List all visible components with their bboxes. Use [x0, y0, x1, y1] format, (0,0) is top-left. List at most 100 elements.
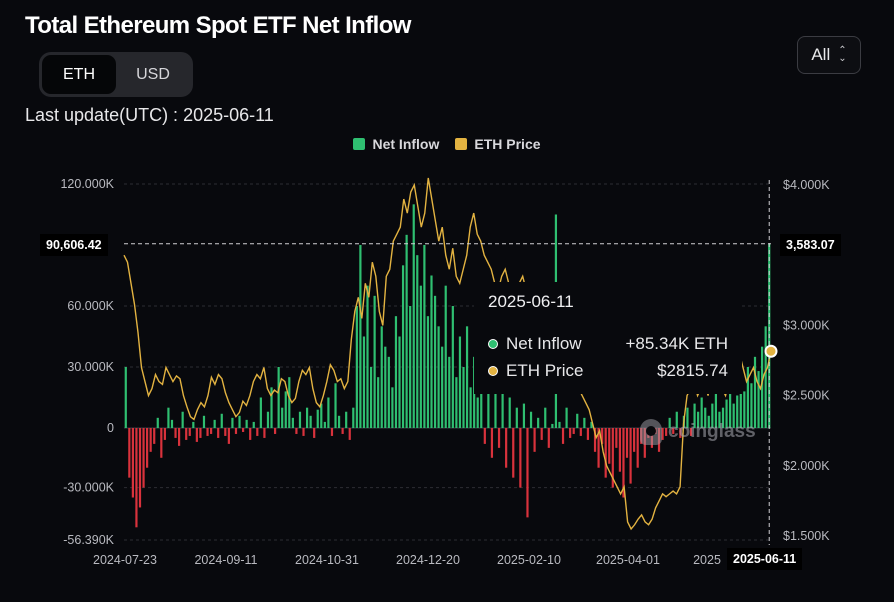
inflow-bar-76 — [394, 316, 398, 428]
inflow-bar-99 — [476, 397, 479, 428]
inflow-bar-168 — [721, 407, 725, 428]
inflow-bar-96 — [465, 326, 469, 428]
tooltip-price-label: ETH Price — [506, 360, 584, 380]
y-left-tick-1: 60.000K — [67, 299, 114, 313]
inflow-bar-155 — [675, 411, 678, 428]
inflow-bar-137 — [611, 428, 614, 488]
inflow-bar-110 — [515, 407, 518, 428]
inflow-bar-31 — [234, 428, 238, 434]
inflow-bar-95 — [462, 367, 465, 428]
inflow-bar-28 — [224, 428, 227, 436]
inflow-bar-86 — [430, 275, 433, 428]
inflow-bar-71 — [377, 377, 380, 428]
watermark-text: coinglass — [668, 421, 756, 442]
inflow-bar-50 — [302, 428, 305, 436]
inflow-bar-39 — [263, 428, 266, 438]
x-tick-3: 2024-12-20 — [396, 553, 460, 567]
inflow-bar-44 — [281, 407, 284, 428]
inflow-bar-41 — [270, 387, 273, 428]
inflow-bar-169 — [725, 399, 728, 428]
chart-tooltip: 2025-06-11 Net Inflow +85.34K ETH ETH Pr… — [474, 282, 742, 394]
x-axis: 2024-07-23 2024-09-11 2024-10-31 2024-12-20… — [93, 553, 721, 567]
inflow-bar-120 — [551, 423, 554, 428]
inflow-bar-97 — [469, 387, 472, 428]
inflow-bar-18 — [188, 428, 191, 436]
inflow-bar-172 — [736, 395, 739, 428]
inflow-bar-138 — [615, 428, 618, 448]
inflow-bar-136 — [608, 428, 611, 464]
inflow-bar-63 — [348, 428, 351, 440]
y-left-tick-2: 30.000K — [67, 360, 114, 374]
inflow-bar-92 — [451, 306, 454, 428]
inflow-bar-67 — [362, 336, 366, 428]
y-right-tick-1: $3.000K — [783, 318, 830, 332]
inflow-bar-159 — [689, 428, 693, 436]
inflow-bar-74 — [387, 356, 390, 428]
inflow-bar-24 — [209, 428, 213, 434]
inflow-bar-70 — [373, 295, 376, 428]
x-tick-0: 2024-07-23 — [93, 553, 157, 567]
inflow-bar-176 — [750, 383, 753, 428]
inflow-bar-59 — [334, 383, 337, 428]
inflow-bar-15 — [178, 428, 181, 446]
legend-label-eth-price: ETH Price — [474, 136, 541, 152]
x-tick-2: 2024-10-31 — [295, 553, 359, 567]
inflow-bar-115 — [533, 428, 536, 452]
range-select[interactable]: All ⌃ ⌄ — [797, 36, 861, 74]
range-select-value: All — [811, 45, 831, 64]
inflow-bar-80 — [409, 306, 412, 428]
inflow-bar-21 — [199, 428, 202, 438]
inflow-bar-174 — [743, 391, 746, 428]
left-y-axis: 120.000K 60.000K 30.000K 0 -30.000K -56.390K — [60, 177, 114, 547]
inflow-bar-156 — [679, 428, 682, 438]
inflow-bar-111 — [519, 428, 522, 488]
eth-toggle-button[interactable]: ETH — [42, 55, 116, 94]
inflow-bar-14 — [174, 428, 177, 438]
inflow-bar-126 — [572, 428, 575, 434]
inflow-bar-140 — [622, 428, 625, 498]
inflow-bar-139 — [618, 428, 622, 472]
inflow-bar-27 — [220, 413, 223, 428]
inflow-bar-22 — [202, 415, 206, 428]
inflow-bar-180 — [764, 326, 767, 428]
x-tick-6: 2025 — [693, 553, 721, 567]
inflow-bar-94 — [458, 336, 462, 428]
inflow-bar-13 — [170, 419, 174, 428]
inflow-bar-51 — [305, 407, 309, 428]
inflow-bar-61 — [341, 428, 344, 434]
inflow-bar-133 — [597, 428, 600, 468]
eth-price-line — [123, 177, 772, 531]
inflow-bar-173 — [739, 377, 742, 428]
inflow-bar-72 — [380, 326, 383, 428]
inflow-bar-89 — [441, 346, 444, 428]
inflow-bar-154 — [672, 428, 675, 434]
inflow-bar-1 — [128, 428, 131, 478]
inflow-bar-4 — [138, 428, 142, 508]
inflow-bar-88 — [437, 326, 440, 428]
inflow-bar-84 — [423, 245, 426, 428]
inflow-bar-134 — [601, 428, 604, 444]
coinglass-logo-icon — [640, 419, 662, 445]
net-inflow-swatch — [353, 138, 366, 150]
legend-item-eth-price[interactable]: ETH Price — [455, 136, 541, 152]
inflow-bar-49 — [298, 411, 302, 428]
inflow-bar-177 — [753, 356, 757, 428]
inflow-bar-128 — [579, 428, 582, 436]
inflow-bar-42 — [273, 428, 277, 434]
inflow-bar-57 — [327, 397, 330, 428]
inflow-bar-102 — [487, 377, 490, 428]
inflow-bar-152 — [665, 428, 668, 436]
legend-item-net-inflow[interactable]: Net Inflow — [353, 136, 439, 152]
x-tick-1: 2024-09-11 — [194, 553, 257, 567]
inflow-bar-106 — [501, 387, 504, 428]
inflow-bar-123 — [561, 428, 565, 444]
tooltip-inflow-value: +85.34K ETH — [625, 333, 728, 353]
inflow-bar-113 — [526, 428, 529, 518]
page-title: Total Ethereum Spot ETF Net Inflow — [25, 12, 411, 39]
usd-toggle-button[interactable]: USD — [136, 65, 170, 83]
inflow-bar-112 — [522, 403, 526, 428]
inflow-bar-37 — [256, 428, 259, 436]
chevron-up-down-icon: ⌃ ⌄ — [838, 45, 847, 64]
inflow-bar-52 — [309, 415, 312, 428]
